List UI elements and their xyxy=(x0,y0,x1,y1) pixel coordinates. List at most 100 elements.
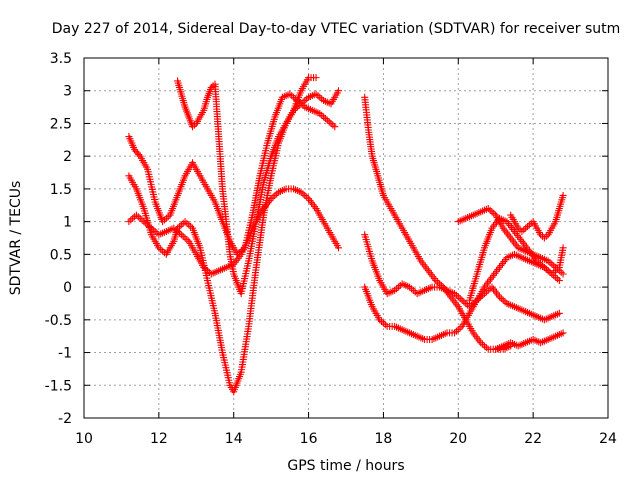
data-point xyxy=(479,340,487,348)
data-point xyxy=(456,324,464,332)
y-tick-label: 2 xyxy=(63,149,72,165)
data-point xyxy=(550,268,558,276)
data-point xyxy=(497,295,505,303)
data-point xyxy=(329,121,337,129)
axis-ticks: 10 12 14 16 18 20 22 24 -2 -1.5 -1 -0.5 0 0.5 1 1.5 2 2.5… xyxy=(45,51,617,447)
grid xyxy=(84,58,608,418)
y-tick-label: 0 xyxy=(63,280,72,296)
data-point xyxy=(293,187,301,195)
plot-frame xyxy=(83,57,609,419)
data-point xyxy=(552,267,560,275)
x-tick-label: 10 xyxy=(75,431,93,447)
data-point xyxy=(550,262,558,270)
data-point xyxy=(321,115,329,123)
data-point xyxy=(520,226,528,234)
x-axis-label: GPS time / hours xyxy=(287,458,404,474)
data-point xyxy=(480,342,488,350)
y-tick-label: 3.5 xyxy=(50,51,72,67)
data-point xyxy=(540,234,548,242)
data-point xyxy=(482,344,490,352)
data-point xyxy=(555,309,563,317)
data-point xyxy=(331,123,339,131)
y-tick-label: 1 xyxy=(63,215,72,231)
data-point xyxy=(559,270,567,278)
data-point xyxy=(301,191,309,199)
data-point xyxy=(312,74,320,82)
chart-title: Day 227 of 2014, Sidereal Day-to-day VTE… xyxy=(52,21,621,37)
data-point xyxy=(323,116,331,124)
data-point xyxy=(490,209,498,217)
series-track-6 xyxy=(361,231,563,324)
data-points xyxy=(125,74,567,396)
y-tick-label: 3 xyxy=(63,84,72,100)
data-point xyxy=(548,260,556,268)
data-point xyxy=(335,244,343,252)
data-point xyxy=(553,275,561,283)
x-tick-label: 16 xyxy=(300,431,318,447)
y-tick-label: 2.5 xyxy=(50,116,72,132)
data-point xyxy=(177,221,185,229)
x-tick-label: 14 xyxy=(225,431,243,447)
data-point xyxy=(559,244,567,252)
series-track-10 xyxy=(492,329,567,353)
data-point xyxy=(127,216,135,224)
y-tick-label: 1.5 xyxy=(50,182,72,198)
data-point xyxy=(559,329,567,337)
data-point xyxy=(327,119,335,127)
data-point xyxy=(387,288,395,296)
data-point xyxy=(135,151,143,159)
data-point xyxy=(533,337,541,345)
data-point xyxy=(555,277,563,285)
data-point xyxy=(454,326,462,334)
series-track-4 xyxy=(174,74,320,298)
data-point xyxy=(548,270,556,278)
data-point xyxy=(378,317,386,325)
data-point xyxy=(181,218,189,226)
data-point xyxy=(288,92,296,100)
data-point xyxy=(542,232,550,240)
x-tick-label: 12 xyxy=(150,431,168,447)
data-point xyxy=(129,214,137,222)
data-point xyxy=(314,92,322,100)
data-point xyxy=(456,295,464,303)
series-track-11 xyxy=(507,191,567,242)
data-point xyxy=(162,214,170,222)
data-point xyxy=(434,278,442,286)
data-point xyxy=(183,219,191,227)
data-point xyxy=(271,191,279,199)
data-point xyxy=(381,321,389,329)
series-track-8 xyxy=(454,205,567,278)
y-axis-label: SDTVAR / TECUs xyxy=(8,181,24,296)
data-point xyxy=(134,213,142,221)
data-point xyxy=(183,236,191,244)
data-point xyxy=(486,206,494,214)
data-point xyxy=(185,221,193,229)
data-point xyxy=(278,187,286,195)
data-point xyxy=(507,252,515,260)
series-track-9 xyxy=(466,214,567,304)
data-point xyxy=(335,87,343,95)
x-tick-label: 22 xyxy=(524,431,542,447)
y-tick-label: 0.5 xyxy=(50,247,72,263)
data-point xyxy=(179,232,187,240)
y-tick-label: -1 xyxy=(58,346,72,362)
data-point xyxy=(522,224,530,232)
data-point xyxy=(379,319,387,327)
data-point xyxy=(460,298,468,306)
y-tick-label: -0.5 xyxy=(45,313,72,329)
data-point xyxy=(552,273,560,281)
data-point xyxy=(125,218,133,226)
series-track-7 xyxy=(361,250,563,343)
data-point xyxy=(132,211,140,219)
y-tick-label: -1.5 xyxy=(45,378,72,394)
data-point xyxy=(462,299,470,307)
data-point xyxy=(181,234,189,242)
series-track-5 xyxy=(361,93,515,353)
y-tick-label: -2 xyxy=(58,411,72,427)
data-point xyxy=(539,262,546,270)
data-point xyxy=(452,327,460,335)
data-point xyxy=(544,267,552,275)
data-point xyxy=(325,118,333,126)
data-point xyxy=(458,296,466,304)
